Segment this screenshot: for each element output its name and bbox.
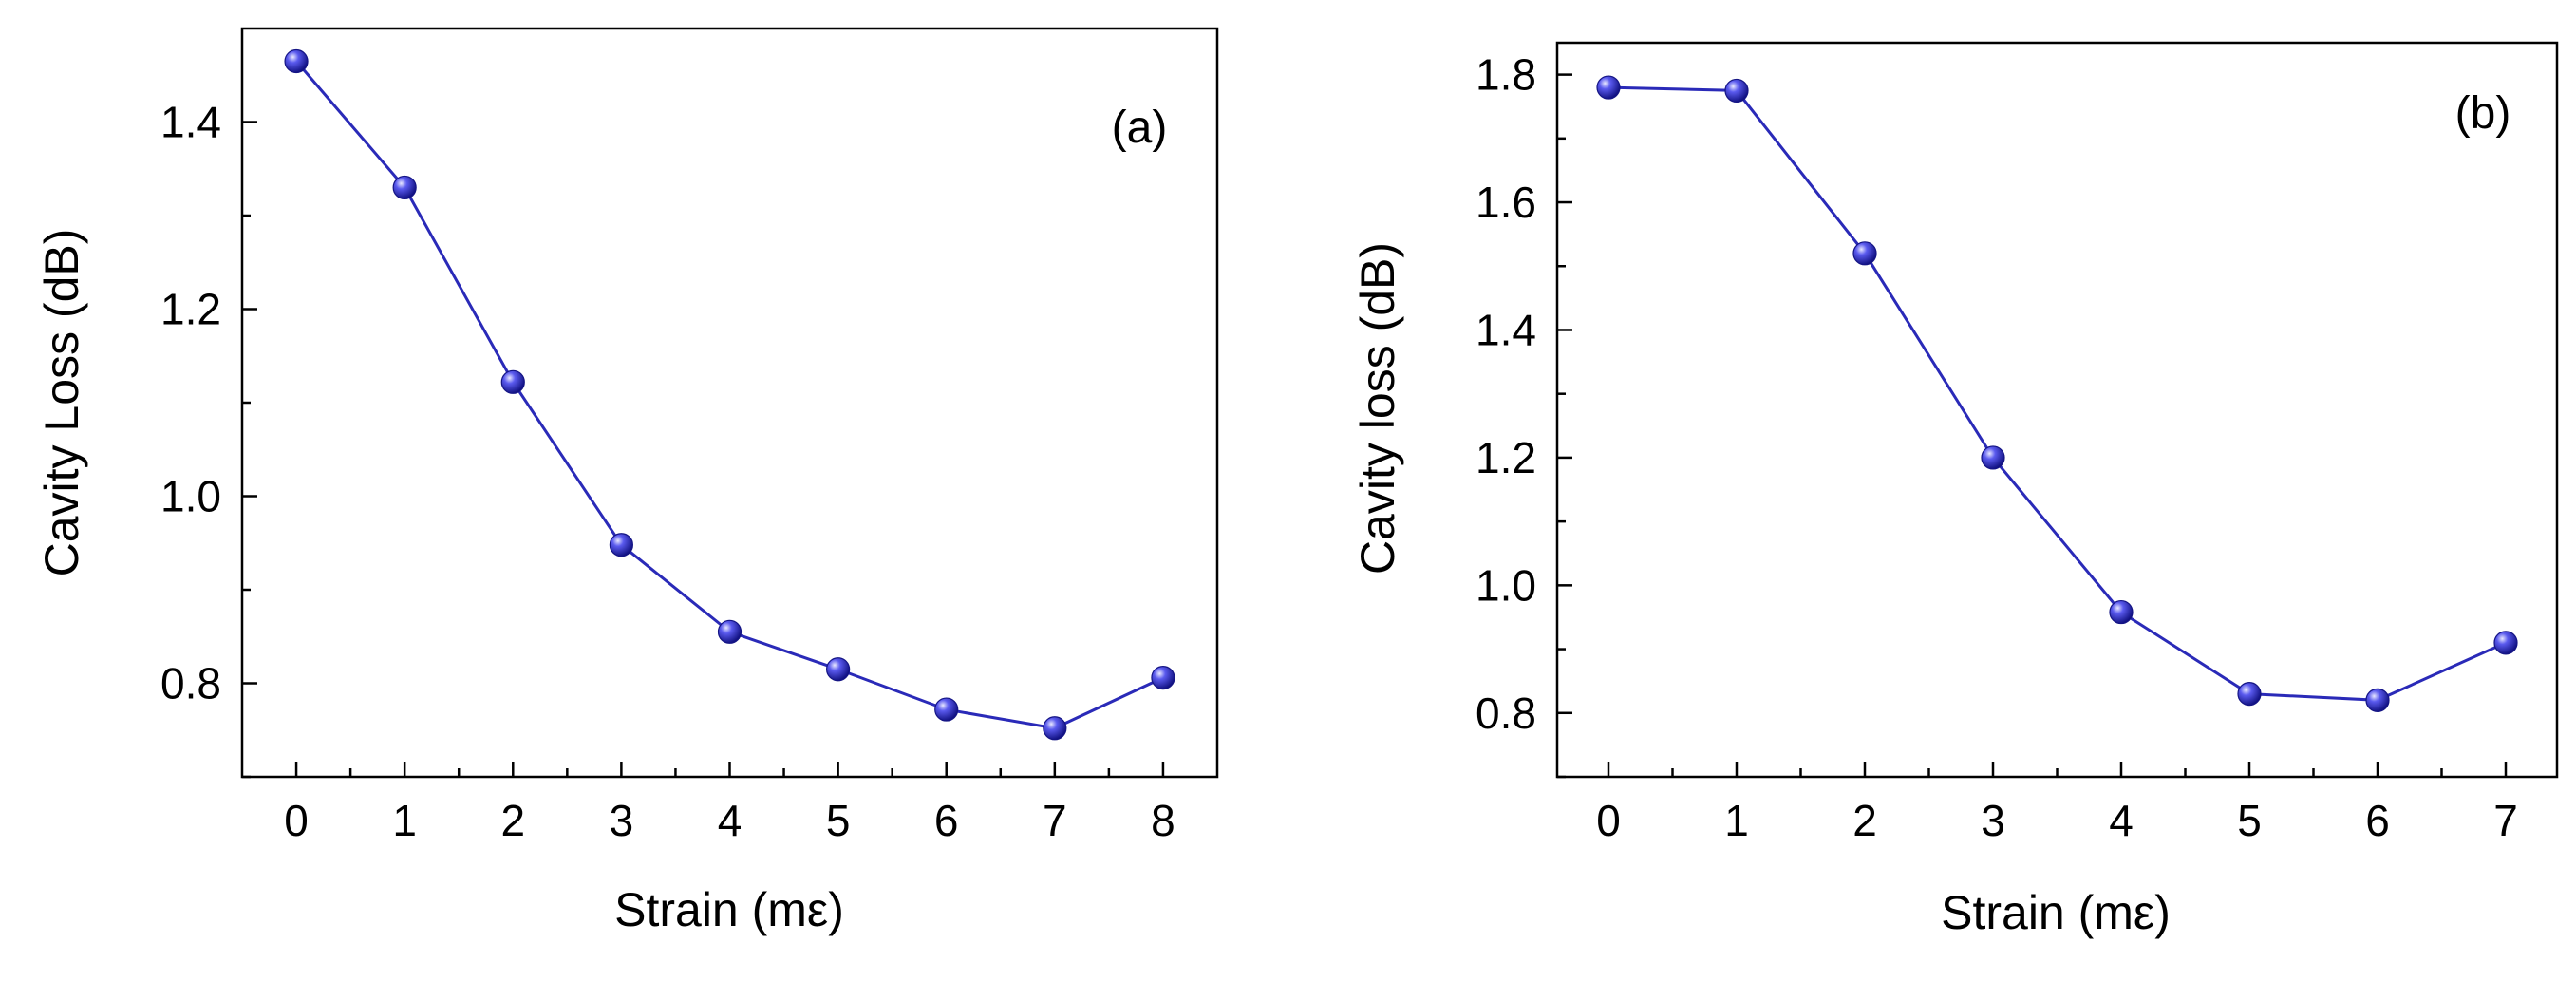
y-tick-label: 1.6 bbox=[1476, 178, 1536, 227]
data-point bbox=[934, 697, 959, 722]
plot-frame bbox=[240, 27, 1219, 779]
y-tick-label: 1.2 bbox=[160, 285, 221, 334]
data-point bbox=[1724, 78, 1749, 104]
data-point bbox=[500, 369, 525, 394]
data-point bbox=[284, 48, 309, 74]
x-tick-label: 8 bbox=[1151, 796, 1175, 845]
data-point bbox=[1852, 241, 1877, 266]
x-tick-labels: 0 1 2 3 4 5 6 7 8 bbox=[284, 796, 1175, 845]
x-tick-label: 7 bbox=[2493, 796, 2518, 845]
x-tick-label: 1 bbox=[1724, 796, 1749, 845]
tick-marks bbox=[1557, 73, 2508, 779]
data-point bbox=[717, 619, 743, 644]
x-tick-label: 3 bbox=[610, 796, 634, 845]
x-tick-label: 5 bbox=[2237, 796, 2262, 845]
y-tick-labels: 0.8 1.0 1.2 1.4 1.6 1.8 bbox=[1476, 50, 1536, 738]
tick-marks bbox=[242, 121, 1165, 779]
panel-label: (b) bbox=[2455, 88, 2511, 139]
x-axis-title: Strain (mε) bbox=[1941, 886, 2171, 939]
y-tick-label: 1.4 bbox=[1476, 305, 1536, 354]
data-point bbox=[2365, 688, 2390, 712]
data-point bbox=[2237, 682, 2262, 707]
y-tick-label: 0.8 bbox=[160, 659, 221, 708]
y-tick-label: 1.2 bbox=[1476, 433, 1536, 482]
data-point bbox=[2493, 631, 2518, 655]
data-point bbox=[392, 175, 417, 200]
y-tick-label: 0.8 bbox=[1476, 689, 1536, 738]
data-point bbox=[1981, 445, 2005, 470]
data-point bbox=[1151, 665, 1175, 690]
x-tick-label: 6 bbox=[2365, 796, 2390, 845]
data-point bbox=[826, 657, 851, 682]
y-tick-label: 1.4 bbox=[160, 98, 221, 147]
data-point bbox=[609, 533, 633, 557]
x-tick-label: 0 bbox=[284, 796, 309, 845]
plot-frame bbox=[1555, 41, 2559, 779]
x-tick-label: 4 bbox=[718, 796, 743, 845]
x-tick-label: 1 bbox=[392, 796, 417, 845]
y-axis-title: Cavity Loss (dB) bbox=[35, 229, 88, 577]
y-tick-label: 1.0 bbox=[1476, 560, 1536, 610]
x-tick-label: 2 bbox=[500, 796, 525, 845]
x-tick-label: 4 bbox=[2109, 796, 2134, 845]
x-axis-title: Strain (mε) bbox=[614, 883, 844, 936]
data-markers bbox=[1596, 75, 2518, 712]
chart-panel-b: 0 1 2 3 4 5 6 7 0.8 1.0 1.2 1.4 1.6 1.8 (b) Strain (… bbox=[1351, 41, 2559, 939]
x-tick-label: 0 bbox=[1596, 796, 1621, 845]
y-axis-title: Cavity loss (dB) bbox=[1351, 242, 1404, 575]
data-point bbox=[1596, 75, 1621, 100]
data-point bbox=[2109, 599, 2134, 625]
series-line bbox=[1608, 85, 2507, 702]
data-point bbox=[1043, 716, 1067, 741]
chart-panel-a: 0 1 2 3 4 5 6 7 8 0.8 1.0 1.2 1.4 (a) Strain (mε) C… bbox=[35, 27, 1219, 936]
y-tick-labels: 0.8 1.0 1.2 1.4 bbox=[160, 98, 221, 708]
data-markers bbox=[284, 48, 1175, 741]
panel-label: (a) bbox=[1112, 103, 1168, 153]
x-tick-labels: 0 1 2 3 4 5 6 7 bbox=[1596, 796, 2518, 845]
y-tick-label: 1.0 bbox=[160, 472, 221, 521]
x-tick-label: 3 bbox=[1981, 796, 2005, 845]
y-tick-label: 1.8 bbox=[1476, 50, 1536, 100]
x-tick-label: 5 bbox=[826, 796, 851, 845]
x-tick-label: 2 bbox=[1852, 796, 1877, 845]
x-tick-label: 7 bbox=[1043, 796, 1067, 845]
x-tick-label: 6 bbox=[934, 796, 959, 845]
